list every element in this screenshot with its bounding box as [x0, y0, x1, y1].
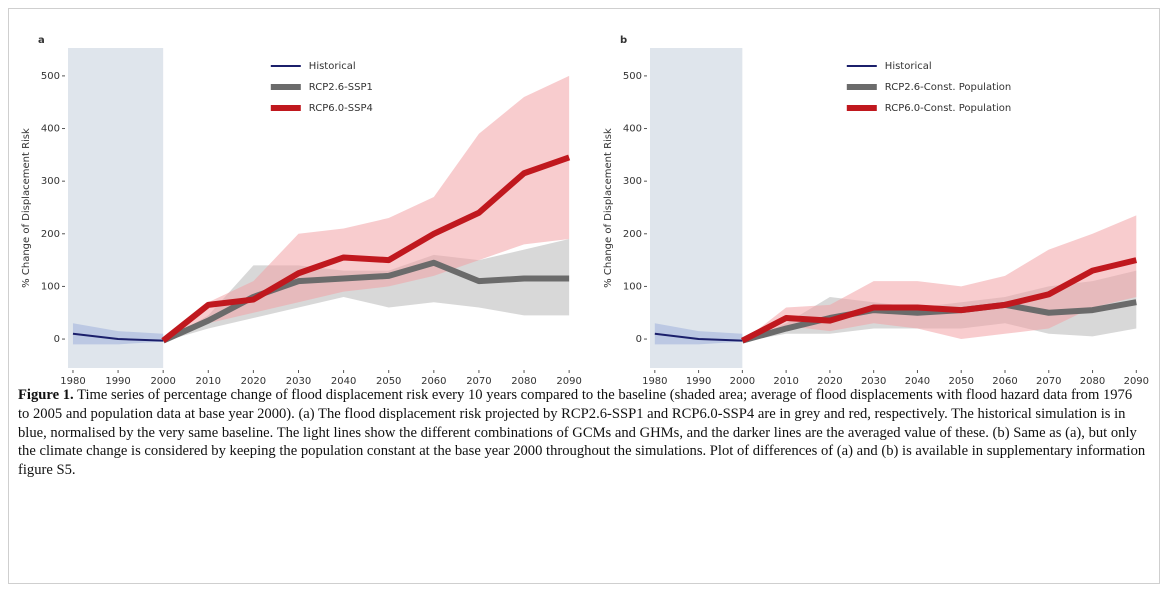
series-line: [161, 259, 570, 344]
legend-label: RCP2.6-SSP1: [309, 82, 373, 93]
y-tick-label: 100: [623, 281, 642, 292]
y-tick-label: 300: [623, 176, 642, 187]
x-tick-label: 2020: [241, 376, 266, 385]
x-tick-label: 2040: [331, 376, 356, 385]
x-tick-label: 2020: [817, 376, 842, 385]
x-tick-label: 1990: [686, 376, 711, 385]
panel-label: b: [620, 35, 627, 46]
x-tick-label: 2090: [556, 376, 581, 385]
y-tick-label: 0: [54, 334, 60, 345]
series-line: [72, 332, 164, 342]
panel-label: a: [38, 35, 45, 46]
legend-label: Historical: [885, 61, 932, 72]
x-tick-label: 2040: [905, 376, 930, 385]
x-tick-label: 2060: [421, 376, 446, 385]
legend-label: Historical: [309, 61, 356, 72]
x-tick-label: 2030: [861, 376, 886, 385]
x-tick-label: 1980: [642, 376, 667, 385]
y-axis-label: % Change of Displacement Risk: [603, 128, 614, 288]
series-line: [654, 332, 743, 342]
x-tick-label: 2060: [992, 376, 1017, 385]
y-tick-label: 100: [41, 281, 60, 292]
x-tick-label: 2050: [376, 376, 401, 385]
y-tick-label: 500: [41, 71, 60, 82]
series-line: [161, 154, 571, 343]
caption: Figure 1. Time series of percentage chan…: [18, 386, 1146, 480]
baseline-shade: [650, 48, 743, 368]
x-tick-label: 2010: [773, 376, 798, 385]
x-tick-label: 2000: [150, 376, 175, 385]
caption-label: Figure 1.: [18, 387, 74, 403]
range-band: [163, 75, 570, 342]
y-tick-label: 400: [623, 124, 642, 135]
x-tick-label: 2070: [466, 376, 491, 385]
y-tick-label: 500: [623, 71, 642, 82]
baseline-shade: [68, 48, 164, 368]
x-tick-label: 1990: [105, 376, 130, 385]
x-tick-label: 2000: [730, 376, 755, 385]
y-tick-label: 200: [623, 229, 642, 240]
caption-text: Time series of percentage change of floo…: [18, 387, 1146, 479]
series-line: [740, 257, 1138, 344]
x-tick-label: 2050: [948, 376, 973, 385]
y-axis-label: % Change of Displacement Risk: [21, 128, 32, 288]
y-tick-label: 300: [41, 176, 60, 187]
y-tick-label: 0: [636, 334, 642, 345]
legend-label: RCP2.6-Const. Population: [885, 82, 1011, 93]
x-tick-label: 2070: [1036, 376, 1061, 385]
x-tick-label: 1980: [60, 376, 85, 385]
legend-label: RCP6.0-Const. Population: [885, 103, 1011, 114]
y-tick-label: 200: [41, 229, 60, 240]
x-tick-label: 2030: [286, 376, 311, 385]
x-tick-label: 2010: [196, 376, 221, 385]
x-tick-label: 2080: [1080, 376, 1105, 385]
x-tick-label: 2090: [1124, 376, 1149, 385]
range-band: [163, 239, 570, 342]
legend-label: RCP6.0-SSP4: [309, 103, 373, 114]
figure-frame: [8, 8, 1160, 584]
y-tick-label: 400: [41, 124, 60, 135]
x-tick-label: 2080: [511, 376, 536, 385]
